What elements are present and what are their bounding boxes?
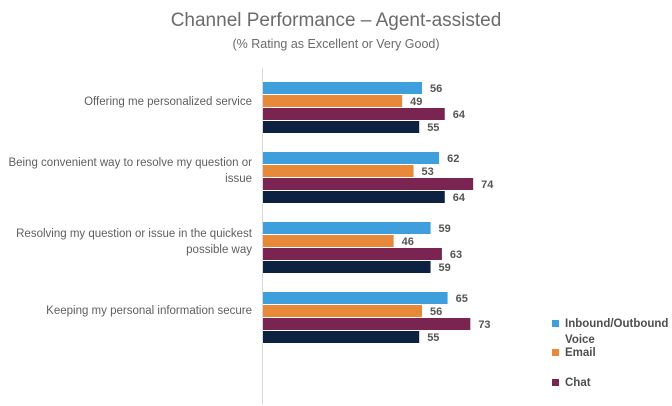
bar-c4-s4 (263, 331, 420, 343)
value-label-c2-s4: 64 (453, 192, 466, 204)
value-label-c3-s2: 46 (402, 236, 414, 248)
bar-c2-s3 (263, 178, 474, 190)
category-label-4: Keeping my personal information secure (46, 305, 252, 317)
value-label-c4-s2: 56 (430, 306, 442, 318)
value-label-c1-s4: 55 (427, 122, 439, 134)
value-label-c2-s3: 74 (481, 179, 494, 191)
bar-c2-s4 (263, 191, 445, 203)
bar-c1-s4 (263, 121, 420, 133)
value-label-c1-s2: 49 (410, 96, 422, 108)
value-label-c1-s3: 64 (453, 109, 466, 121)
legend-label-email: Email (565, 347, 596, 359)
value-label-c3-s3: 63 (450, 249, 462, 261)
category-label-2: Being convenient way to resolve my quest… (8, 157, 252, 185)
legend-swatch-chat (552, 379, 559, 386)
value-label-c4-s4: 55 (427, 332, 439, 344)
bar-c1-s3 (263, 108, 445, 120)
legend-label-chat: Chat (565, 377, 591, 389)
value-label-c3-s4: 59 (439, 262, 451, 274)
legend-swatch-email (552, 349, 559, 356)
bar-c3-s3 (263, 248, 442, 260)
bar-c4-s2 (263, 305, 423, 317)
bar-c3-s2 (263, 235, 394, 247)
value-label-c4-s1: 65 (456, 293, 468, 305)
bar-c2-s2 (263, 165, 414, 177)
bar-c1-s2 (263, 95, 403, 107)
bar-c3-s4 (263, 261, 431, 273)
category-label-3: Resolving my question or issue in the qu… (16, 228, 252, 256)
bar-c4-s1 (263, 292, 448, 304)
value-label-c2-s1: 62 (447, 153, 459, 165)
chart-title: Channel Performance – Agent-assisted (170, 10, 502, 31)
value-label-c1-s1: 56 (430, 83, 442, 95)
bar-c1-s1 (263, 82, 423, 94)
bar-c3-s1 (263, 222, 431, 234)
value-label-c4-s3: 73 (478, 319, 490, 331)
legend-swatch-voice (552, 320, 559, 327)
value-label-c3-s1: 59 (439, 223, 451, 235)
bar-c2-s1 (263, 152, 440, 164)
category-label-1: Offering me personalized service (84, 96, 252, 108)
bar-c4-s3 (263, 318, 471, 330)
value-label-c2-s2: 53 (422, 166, 434, 178)
legend-label-voice: Inbound/Outbound Voice (565, 318, 669, 346)
chart-subtitle: (% Rating as Excellent or Very Good) (232, 37, 440, 51)
